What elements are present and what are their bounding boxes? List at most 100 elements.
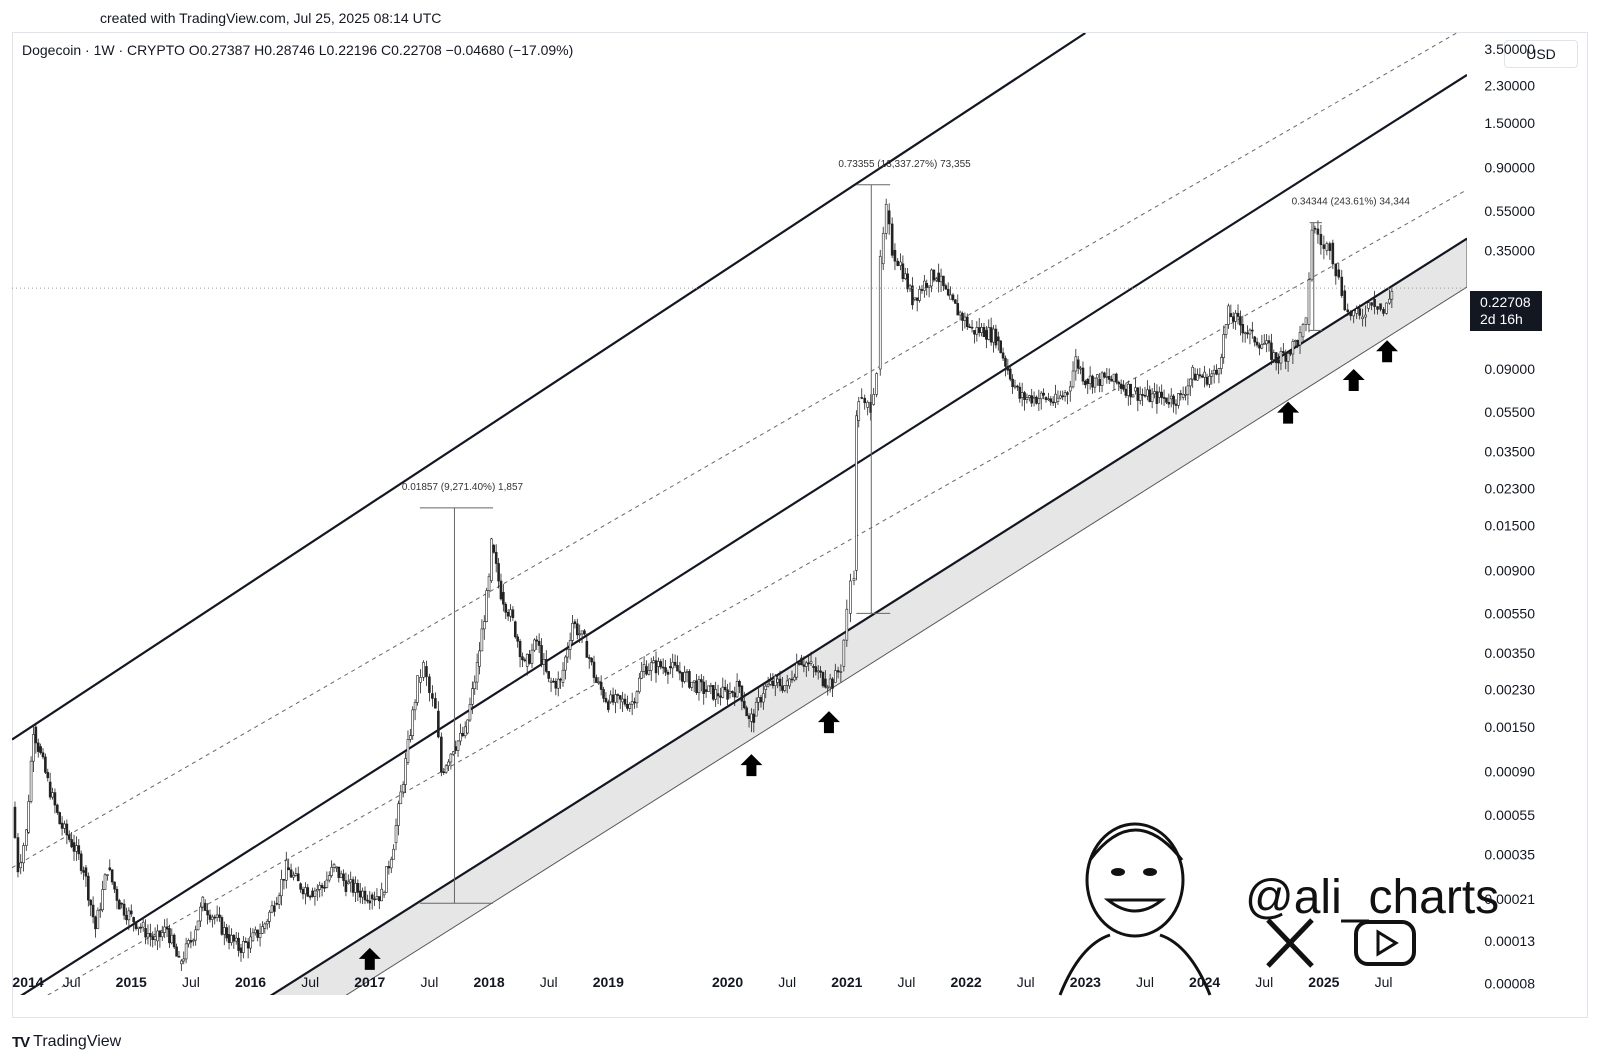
- candle: [1162, 389, 1166, 406]
- candle: [1279, 347, 1283, 371]
- chart-frame: [12, 32, 1588, 1018]
- candle: [277, 892, 281, 909]
- candle: [747, 712, 751, 728]
- y-tick-label: 0.00230: [1484, 682, 1535, 698]
- candle: [1115, 372, 1118, 385]
- candle: [444, 764, 448, 774]
- candle: [518, 638, 522, 668]
- candle: [63, 820, 66, 834]
- candle: [566, 642, 570, 663]
- candle: [1388, 289, 1391, 305]
- candle: [690, 681, 694, 692]
- candle: [1296, 339, 1299, 349]
- measurement-label: 0.73355 (13,337.27%) 73,355: [838, 159, 971, 170]
- y-tick-label: 1.50000: [1484, 115, 1535, 131]
- candle: [1274, 351, 1278, 371]
- candle: [287, 858, 290, 871]
- candle: [1246, 325, 1249, 339]
- candle: [930, 268, 933, 293]
- candle: [970, 319, 974, 333]
- candle: [511, 606, 515, 621]
- candle: [1217, 367, 1221, 384]
- y-tick-label: 0.00350: [1484, 645, 1535, 661]
- footer: TV TradingView: [12, 1033, 121, 1051]
- candle: [1079, 366, 1082, 375]
- candle: [992, 325, 995, 353]
- current-price-value: 0.22708: [1480, 294, 1531, 310]
- candle: [676, 655, 679, 672]
- candle: [963, 312, 967, 329]
- candle: [824, 670, 827, 689]
- candle: [934, 276, 938, 283]
- candle: [141, 916, 145, 932]
- candle: [1325, 241, 1329, 256]
- candle: [738, 679, 741, 693]
- measurement-label: 0.34344 (243.61%) 34,344: [1292, 197, 1411, 208]
- candle: [129, 904, 133, 917]
- candle: [120, 902, 124, 909]
- candle: [251, 928, 255, 942]
- candle: [781, 677, 784, 694]
- candle: [564, 655, 567, 680]
- candle: [509, 604, 512, 622]
- candle: [937, 263, 940, 293]
- candle: [975, 321, 979, 342]
- candle: [132, 916, 135, 932]
- up-arrow-icon: [1342, 369, 1365, 392]
- candle: [666, 669, 670, 684]
- candle: [855, 410, 858, 581]
- candle: [1051, 396, 1055, 407]
- candle: [1001, 347, 1005, 361]
- x-tick-label: 2014: [12, 974, 43, 990]
- candle: [98, 902, 102, 918]
- candle: [671, 653, 675, 678]
- candle: [473, 675, 477, 695]
- candle: [860, 388, 864, 400]
- candle: [1054, 384, 1057, 409]
- candle: [1193, 367, 1197, 381]
- candle: [1236, 304, 1240, 325]
- candle: [790, 670, 794, 683]
- candle: [222, 921, 226, 946]
- candle: [587, 654, 591, 669]
- candle: [1212, 365, 1216, 384]
- candle: [1293, 339, 1297, 347]
- channel-line-middle: [20, 74, 1467, 995]
- candle: [499, 573, 503, 601]
- measurement-label: 0.01857 (9,271.40%) 1,857: [402, 482, 524, 493]
- candle: [389, 856, 393, 874]
- candle: [89, 899, 93, 917]
- candle: [592, 655, 596, 684]
- candle: [1076, 355, 1080, 375]
- candle: [661, 658, 665, 675]
- candle: [1364, 305, 1367, 327]
- x-tick-label: Jul: [778, 974, 796, 990]
- candle: [311, 887, 314, 898]
- candle: [1169, 388, 1173, 408]
- candle: [783, 685, 787, 693]
- candle: [475, 653, 479, 690]
- candle: [282, 878, 286, 890]
- candle: [1086, 378, 1090, 394]
- currency-button[interactable]: USD: [1504, 40, 1578, 68]
- candle: [857, 396, 861, 428]
- candle: [1148, 385, 1152, 403]
- candle: [1251, 321, 1254, 339]
- candle: [554, 678, 558, 696]
- candle: [497, 558, 500, 589]
- y-tick-label: 0.55000: [1484, 203, 1535, 219]
- measurement: 0.01857 (9,271.40%) 1,857: [402, 482, 524, 904]
- candle: [67, 830, 71, 843]
- candle: [750, 708, 753, 733]
- candle: [463, 721, 467, 739]
- y-tick-label: 0.00150: [1484, 719, 1535, 735]
- candle: [939, 268, 943, 292]
- candle: [1284, 349, 1288, 370]
- candle: [1231, 312, 1235, 329]
- candle: [385, 866, 388, 893]
- candle: [623, 693, 627, 707]
- candle: [168, 924, 171, 948]
- candle: [270, 900, 274, 914]
- candle: [1091, 374, 1094, 394]
